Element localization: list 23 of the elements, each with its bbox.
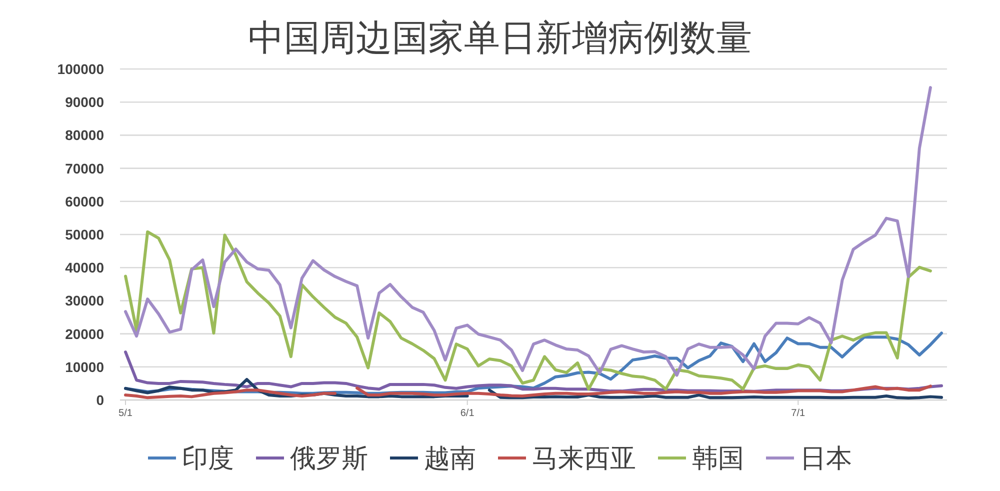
- x-tick-label: 5/1: [118, 408, 133, 419]
- legend-label: 印度: [182, 443, 234, 473]
- legend-label: 韩国: [692, 443, 744, 473]
- y-tick-label: 0: [96, 392, 104, 408]
- y-tick-label: 60000: [65, 193, 104, 210]
- y-tick-label: 20000: [65, 326, 104, 342]
- y-tick-label: 50000: [65, 226, 104, 242]
- line-series: [124, 86, 932, 377]
- y-tick-label: 100000: [57, 61, 104, 77]
- y-tick-label: 70000: [65, 160, 104, 176]
- y-tick-label: 10000: [65, 358, 104, 375]
- legend-label: 越南: [424, 443, 476, 473]
- y-tick-label: 40000: [65, 260, 104, 276]
- y-tick-label: 80000: [65, 127, 104, 144]
- x-tick-label: 6/1: [460, 408, 475, 419]
- chart-title: 中国周边国家单日新增病例数量: [248, 17, 752, 58]
- y-tick-label: 90000: [65, 94, 104, 110]
- y-tick-label: 30000: [65, 292, 104, 309]
- legend-label: 马来西亚: [532, 443, 636, 473]
- legend-label: 俄罗斯: [290, 443, 368, 473]
- line-series: [124, 230, 932, 391]
- legend-label: 日本: [800, 443, 852, 473]
- x-tick-label: 7/1: [791, 408, 806, 419]
